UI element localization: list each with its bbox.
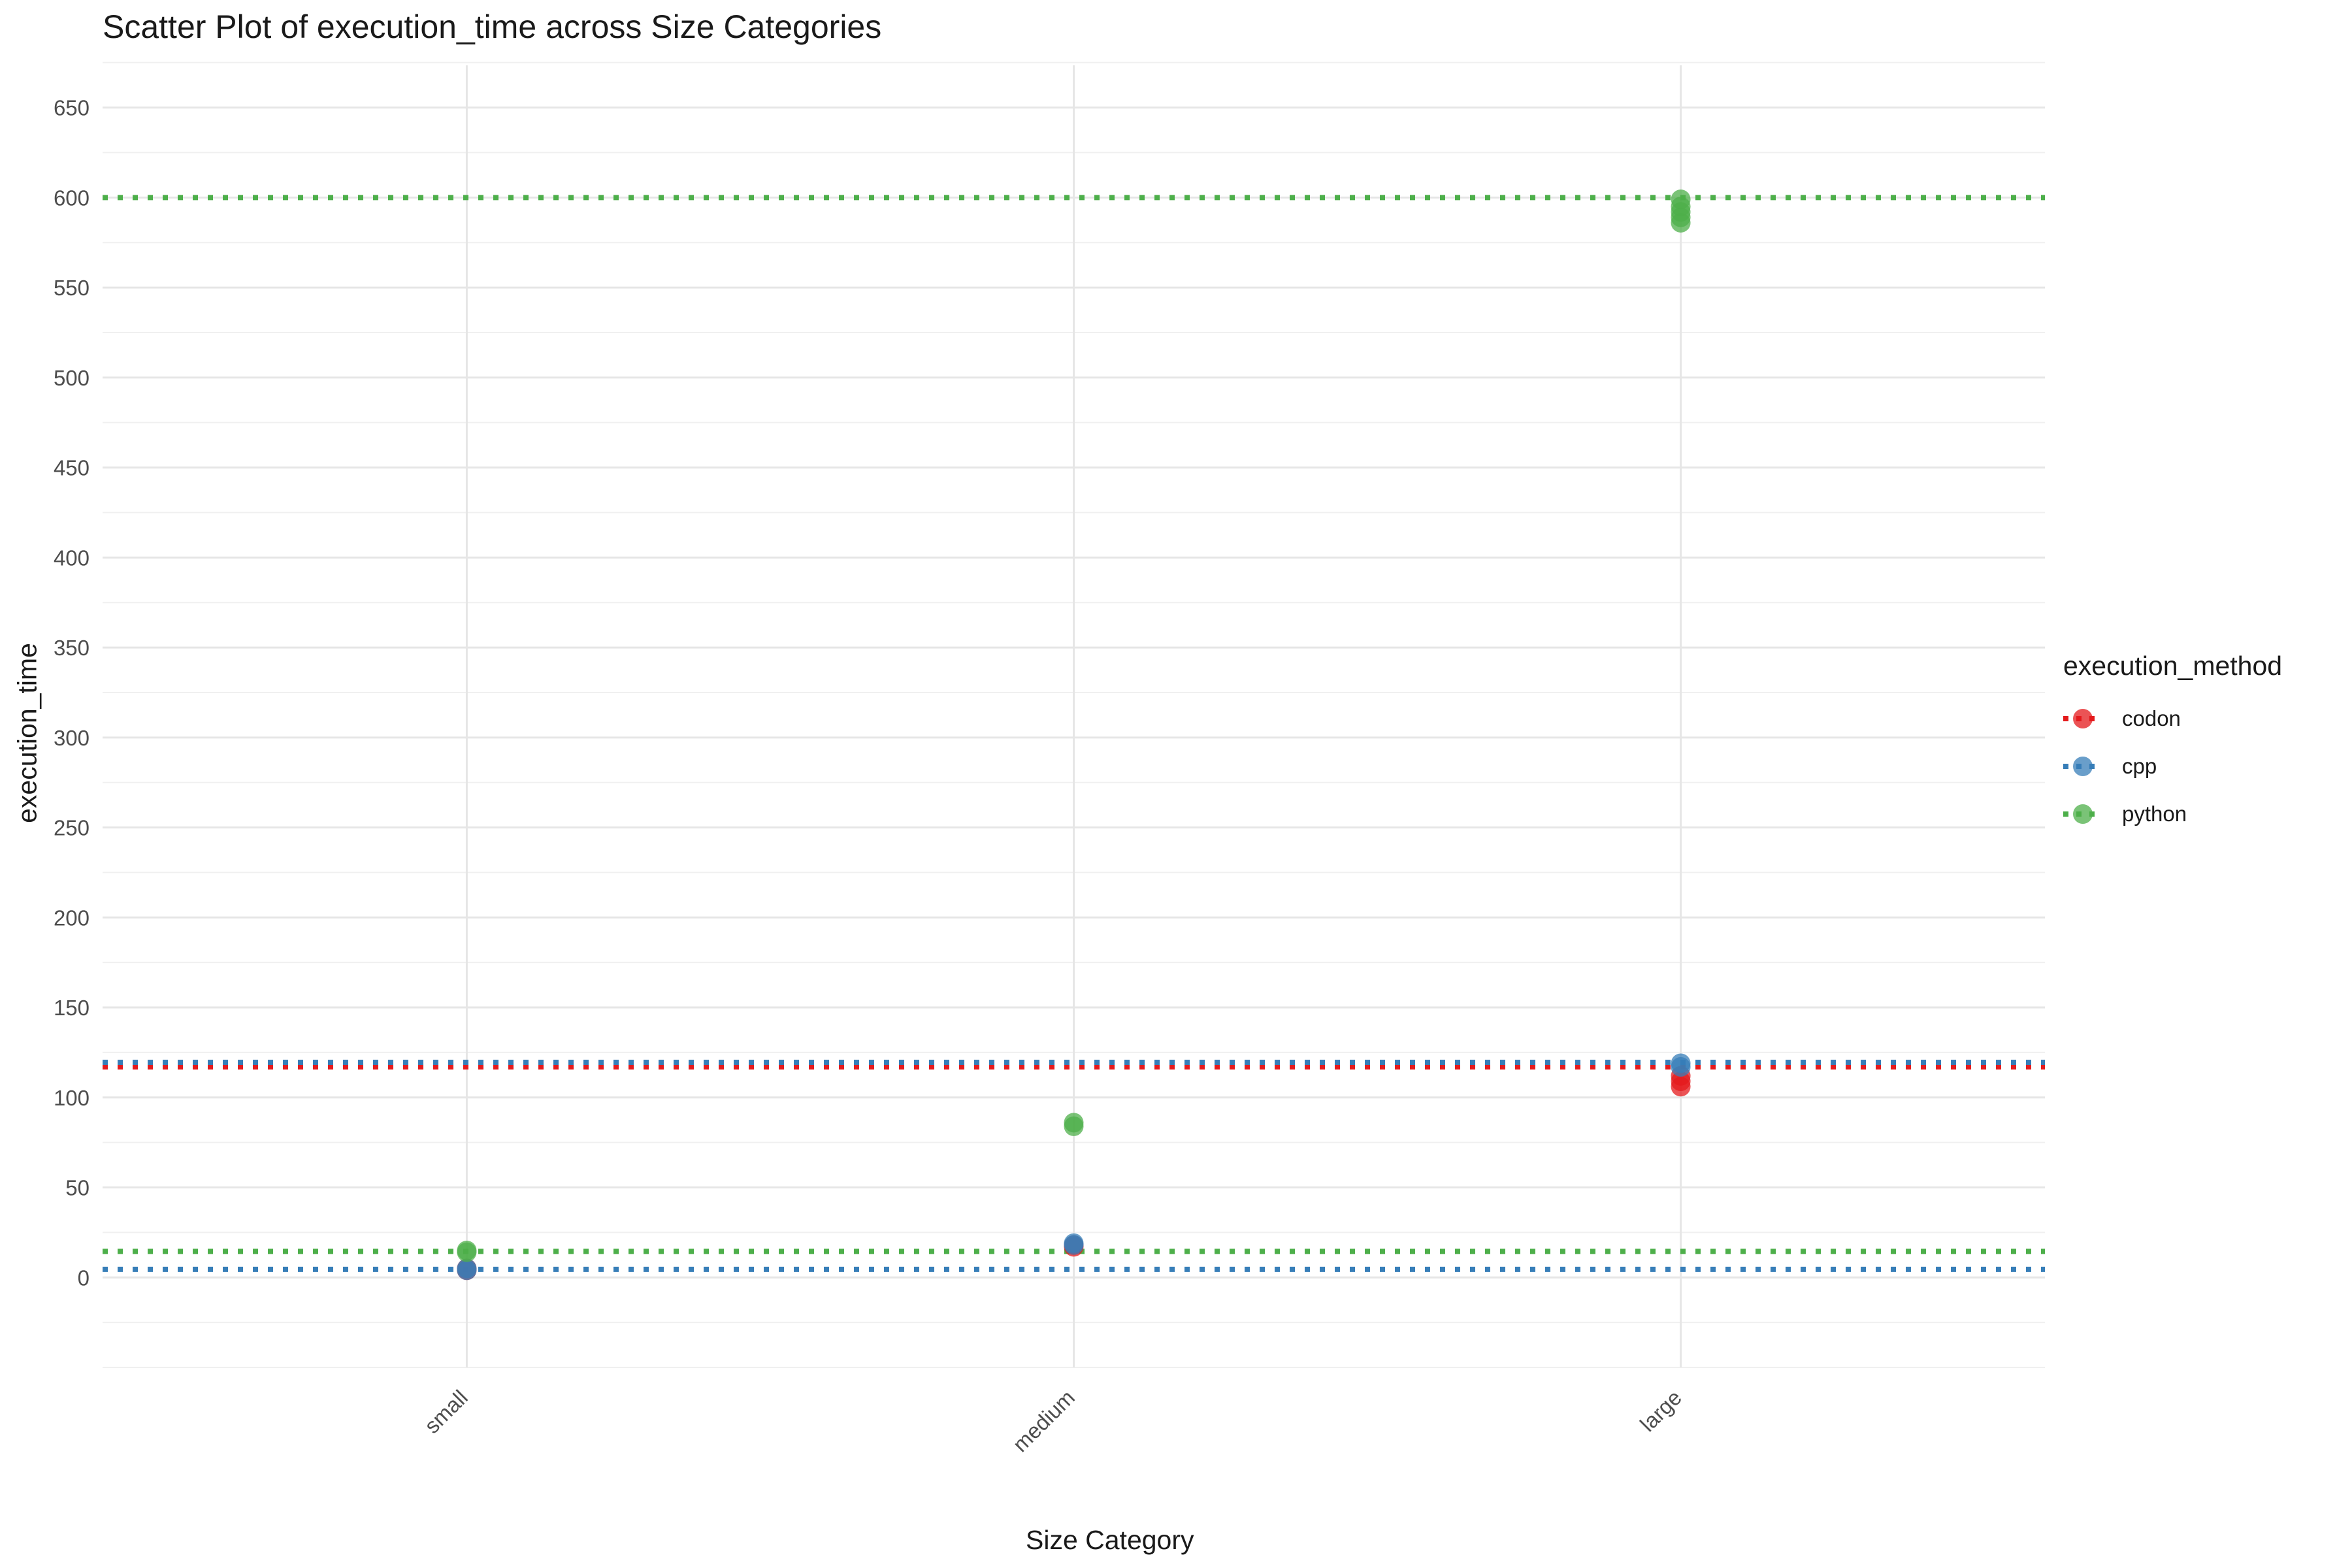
y-tick-label: 200 [54, 906, 90, 930]
x-tick-labels: small medium large [419, 1385, 1686, 1456]
y-tick-label: 300 [54, 726, 90, 750]
y-tick-label: 150 [54, 996, 90, 1020]
legend-key-codon [2063, 708, 2102, 728]
y-tick-label: 550 [54, 276, 90, 300]
legend-label: cpp [2122, 753, 2157, 778]
x-tick-label: large [1635, 1385, 1686, 1436]
legend: execution_method codon cpp python [2063, 651, 2282, 838]
legend-title: execution_method [2063, 651, 2283, 681]
legend-point [2073, 756, 2093, 776]
legend-label: codon [2122, 706, 2181, 730]
x-tick-label: small [419, 1385, 472, 1438]
y-tick-label: 350 [54, 636, 90, 660]
y-tick-label: 250 [54, 816, 90, 840]
python-point [1671, 189, 1691, 210]
legend-item-codon: codon [2063, 694, 2282, 742]
y-tick-label: 450 [54, 456, 90, 480]
y-tick-label: 600 [54, 186, 90, 210]
cpp-point [457, 1258, 477, 1279]
legend-key-python [2063, 804, 2102, 824]
python-point [457, 1240, 477, 1260]
y-tick-label: 100 [54, 1086, 90, 1110]
y-tick-label: 500 [54, 366, 90, 390]
cpp-point [1064, 1233, 1084, 1253]
legend-item-python: python [2063, 790, 2282, 838]
y-tick-label: 50 [65, 1176, 90, 1200]
y-tick-label: 650 [54, 96, 90, 120]
y-tick-label: 0 [78, 1266, 90, 1290]
legend-label: python [2122, 801, 2187, 826]
data-points [457, 189, 1691, 1281]
y-axis-title: execution_time [12, 643, 42, 823]
y-tick-labels: 0 50 100 150 200 250 300 350 400 450 500 550 600 650 [54, 96, 90, 1290]
x-tick-label: medium [1008, 1385, 1079, 1456]
cpp-point [1671, 1053, 1691, 1073]
legend-key-cpp [2063, 756, 2102, 776]
x-axis-title: Size Category [1026, 1525, 1194, 1555]
chart-title: Scatter Plot of execution_time across Si… [103, 8, 882, 45]
legend-point [2073, 804, 2093, 824]
legend-item-cpp: cpp [2063, 742, 2282, 790]
gridlines [103, 61, 2045, 1368]
legend-point [2073, 708, 2093, 728]
y-tick-label: 400 [54, 546, 90, 570]
python-point [1064, 1113, 1084, 1133]
